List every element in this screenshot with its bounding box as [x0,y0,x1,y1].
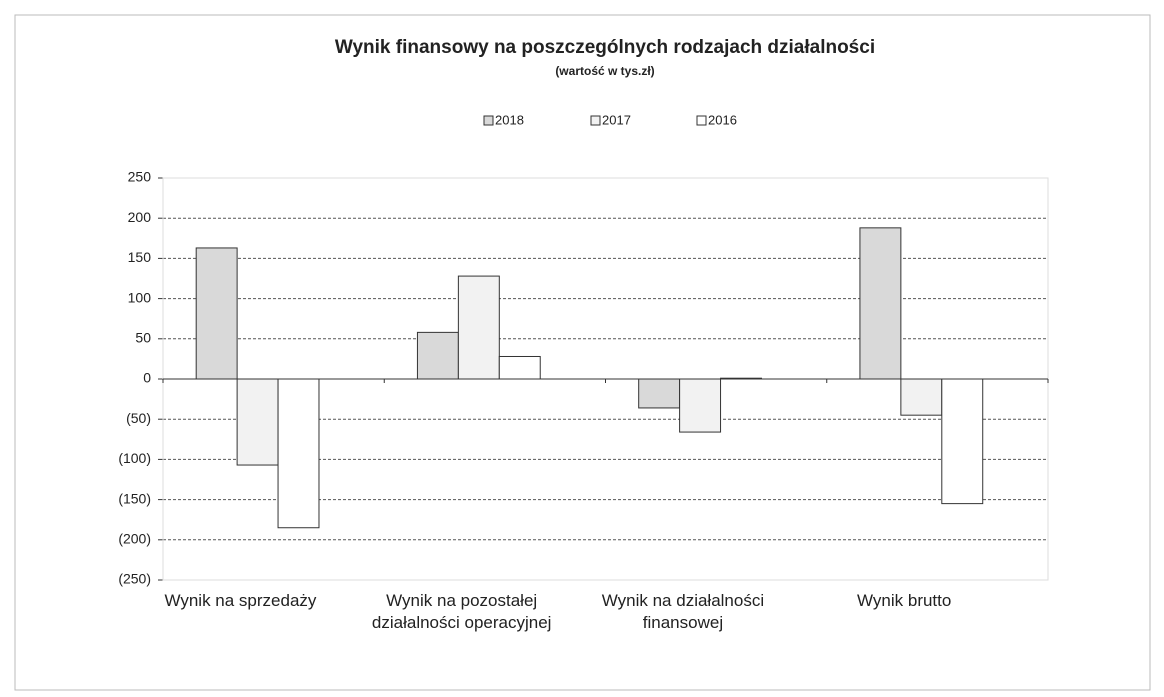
y-tick-label: 250 [128,169,152,185]
y-tick-label: (250) [118,571,151,587]
legend-swatch [590,115,601,126]
y-tick-label: (100) [118,450,151,466]
y-tick-label: 150 [128,249,152,265]
chart-frame [14,14,1151,691]
y-tick-label: (150) [118,490,151,506]
bar [416,331,459,380]
y-tick-label: (200) [118,531,151,547]
bar [195,247,238,380]
chart-title: Wynik finansowy na poszczególnych rodzaj… [335,37,875,58]
y-tick-label: 200 [128,209,152,225]
y-tick-label: (50) [126,410,151,426]
legend-swatch [696,115,707,126]
bar [498,355,541,380]
legend-label: 2017 [602,112,631,127]
chart-subtitle: (wartość w tys.zł) [555,64,654,78]
legend-swatch [483,115,494,126]
bar [457,275,500,380]
bar [941,378,984,505]
bar [679,378,722,433]
x-tick-label: Wynik na sprzedaży [164,591,317,610]
y-tick-label: 100 [128,289,152,305]
legend-label: 2016 [708,112,737,127]
bar [859,227,902,380]
legend-label: 2018 [495,112,524,127]
bar [236,378,279,466]
bar [900,378,943,416]
bar [638,378,681,409]
x-tick-label: Wynik brutto [857,591,952,610]
y-tick-label: 0 [143,370,151,386]
x-tick-label: Wynik na pozostałej działalności operacy… [371,591,552,632]
y-tick-label: 50 [135,330,151,346]
x-tick-label: Wynik na działalności finansowej [601,591,765,632]
bar [277,378,320,529]
